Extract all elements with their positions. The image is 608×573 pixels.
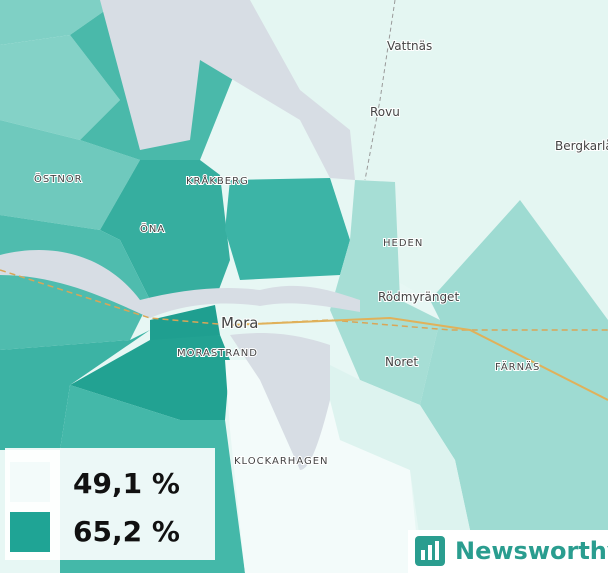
place-labels: Vattnäs Rovu Bergkarlå ÖSTNOR KRÅKBERG Ö… xyxy=(33,38,608,468)
logo-text: Newsworthy xyxy=(455,537,608,565)
legend: 49,1 % 65,2 % xyxy=(5,448,215,560)
road xyxy=(364,0,396,181)
region xyxy=(225,360,420,573)
region xyxy=(0,35,120,140)
region xyxy=(225,178,350,280)
place-label: Mora xyxy=(221,314,258,332)
place-label: HEDEN xyxy=(383,238,423,249)
place-label: Rovu xyxy=(370,105,400,119)
legend-label: 49,1 % xyxy=(73,467,180,500)
logo-icon-bar xyxy=(428,545,432,560)
road xyxy=(229,316,608,401)
place-label: Bergkarlå xyxy=(555,139,608,153)
lake xyxy=(230,333,330,470)
lake xyxy=(100,0,355,180)
region xyxy=(240,0,608,320)
legend-swatch xyxy=(10,462,50,502)
place-label: FÄRNÄS xyxy=(495,360,540,373)
logo-icon-bar xyxy=(435,541,439,560)
region xyxy=(0,120,140,230)
place-label: Rödmyränget xyxy=(378,290,459,304)
place-label: MORASTRAND xyxy=(177,348,258,359)
region xyxy=(0,330,150,450)
place-label: Vattnäs xyxy=(387,39,432,53)
place-label: KRÅKBERG xyxy=(186,174,249,187)
logo-icon-bar xyxy=(421,550,425,560)
legend-swatch xyxy=(10,512,50,552)
region xyxy=(70,335,230,420)
logo: Newsworthy xyxy=(408,530,608,573)
place-label: ÖNA xyxy=(140,222,165,235)
river xyxy=(0,250,360,318)
railway xyxy=(0,269,608,331)
place-label: Noret xyxy=(385,355,418,369)
legend-label: 65,2 % xyxy=(73,515,180,548)
region xyxy=(320,360,470,540)
region xyxy=(330,180,440,405)
region xyxy=(420,200,608,530)
place-label: KLOCKARHAGEN xyxy=(234,456,329,467)
region xyxy=(0,0,120,45)
place-label: ÖSTNOR xyxy=(34,172,83,185)
region xyxy=(150,305,220,345)
